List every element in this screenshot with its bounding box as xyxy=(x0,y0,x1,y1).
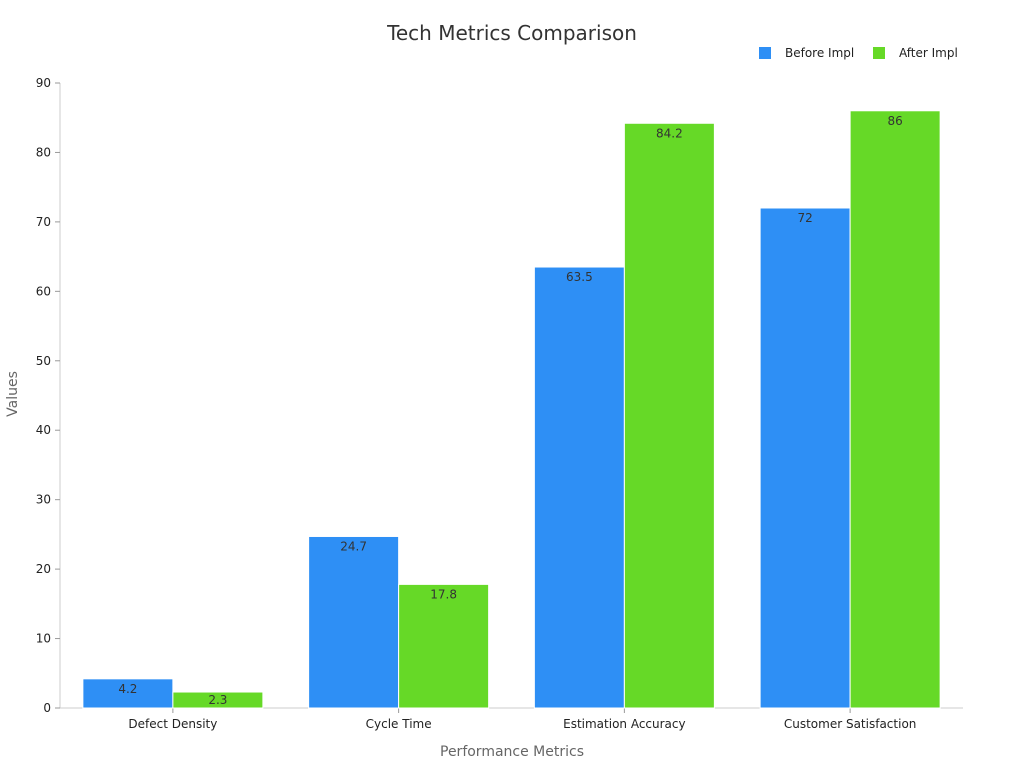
legend-swatch-before-impl xyxy=(759,47,771,59)
x-tick-label-customer-satisfaction: Customer Satisfaction xyxy=(784,717,917,731)
legend-label-before-impl: Before Impl xyxy=(785,46,854,60)
x-tick-label-estimation-accuracy: Estimation Accuracy xyxy=(563,717,686,731)
y-tick-label: 60 xyxy=(36,284,51,298)
bar-before-impl-cycle-time[interactable] xyxy=(308,535,400,709)
legend: Before Impl After Impl xyxy=(759,46,958,60)
bar-label-before-impl-estimation-accuracy: 63.5 xyxy=(566,270,593,284)
bar-label-before-impl-customer-satisfaction: 72 xyxy=(797,211,812,225)
x-tick-label-defect-density: Defect Density xyxy=(128,717,217,731)
y-tick-label: 0 xyxy=(43,701,51,715)
bar-after-impl-estimation-accuracy[interactable] xyxy=(623,122,715,709)
x-axis-title: Performance Metrics xyxy=(440,744,584,760)
bar-after-impl-defect-density[interactable] xyxy=(172,691,264,709)
y-tick-label: 50 xyxy=(36,354,51,368)
bar-label-after-impl-defect-density: 2.3 xyxy=(208,693,227,707)
legend-item-after-impl[interactable]: After Impl xyxy=(873,46,958,60)
bars xyxy=(82,110,941,709)
bar-labels: 4.2 2.3 24.7 17.8 63.5 84.2 72 86 xyxy=(118,114,902,707)
y-axis: 0 10 20 30 40 50 60 70 80 90 xyxy=(36,76,61,715)
y-tick-label: 90 xyxy=(36,76,51,90)
chart-title: Tech Metrics Comparison xyxy=(386,21,637,45)
y-tick-label: 40 xyxy=(36,423,51,437)
bar-before-impl-defect-density[interactable] xyxy=(82,678,174,709)
bar-label-after-impl-estimation-accuracy: 84.2 xyxy=(656,126,683,140)
y-tick-label: 30 xyxy=(36,493,51,507)
x-tick-label-cycle-time: Cycle Time xyxy=(366,717,432,731)
bar-label-before-impl-cycle-time: 24.7 xyxy=(340,539,367,553)
bar-after-impl-customer-satisfaction[interactable] xyxy=(849,110,941,709)
bar-label-after-impl-cycle-time: 17.8 xyxy=(430,587,457,601)
bar-label-after-impl-customer-satisfaction: 86 xyxy=(887,114,902,128)
y-axis-title: Values xyxy=(5,371,21,417)
legend-swatch-after-impl xyxy=(873,47,885,59)
bar-label-before-impl-defect-density: 4.2 xyxy=(118,682,137,696)
y-tick-label: 20 xyxy=(36,562,51,576)
y-tick-label: 70 xyxy=(36,215,51,229)
legend-item-before-impl[interactable]: Before Impl xyxy=(759,46,854,60)
bar-after-impl-cycle-time[interactable] xyxy=(398,583,490,709)
y-tick-label: 10 xyxy=(36,632,51,646)
x-axis: Defect Density Cycle Time Estimation Accur… xyxy=(60,707,963,731)
bar-before-impl-customer-satisfaction[interactable] xyxy=(759,207,851,709)
legend-label-after-impl: After Impl xyxy=(899,46,958,60)
bar-before-impl-estimation-accuracy[interactable] xyxy=(533,266,625,709)
y-tick-label: 80 xyxy=(36,145,51,159)
